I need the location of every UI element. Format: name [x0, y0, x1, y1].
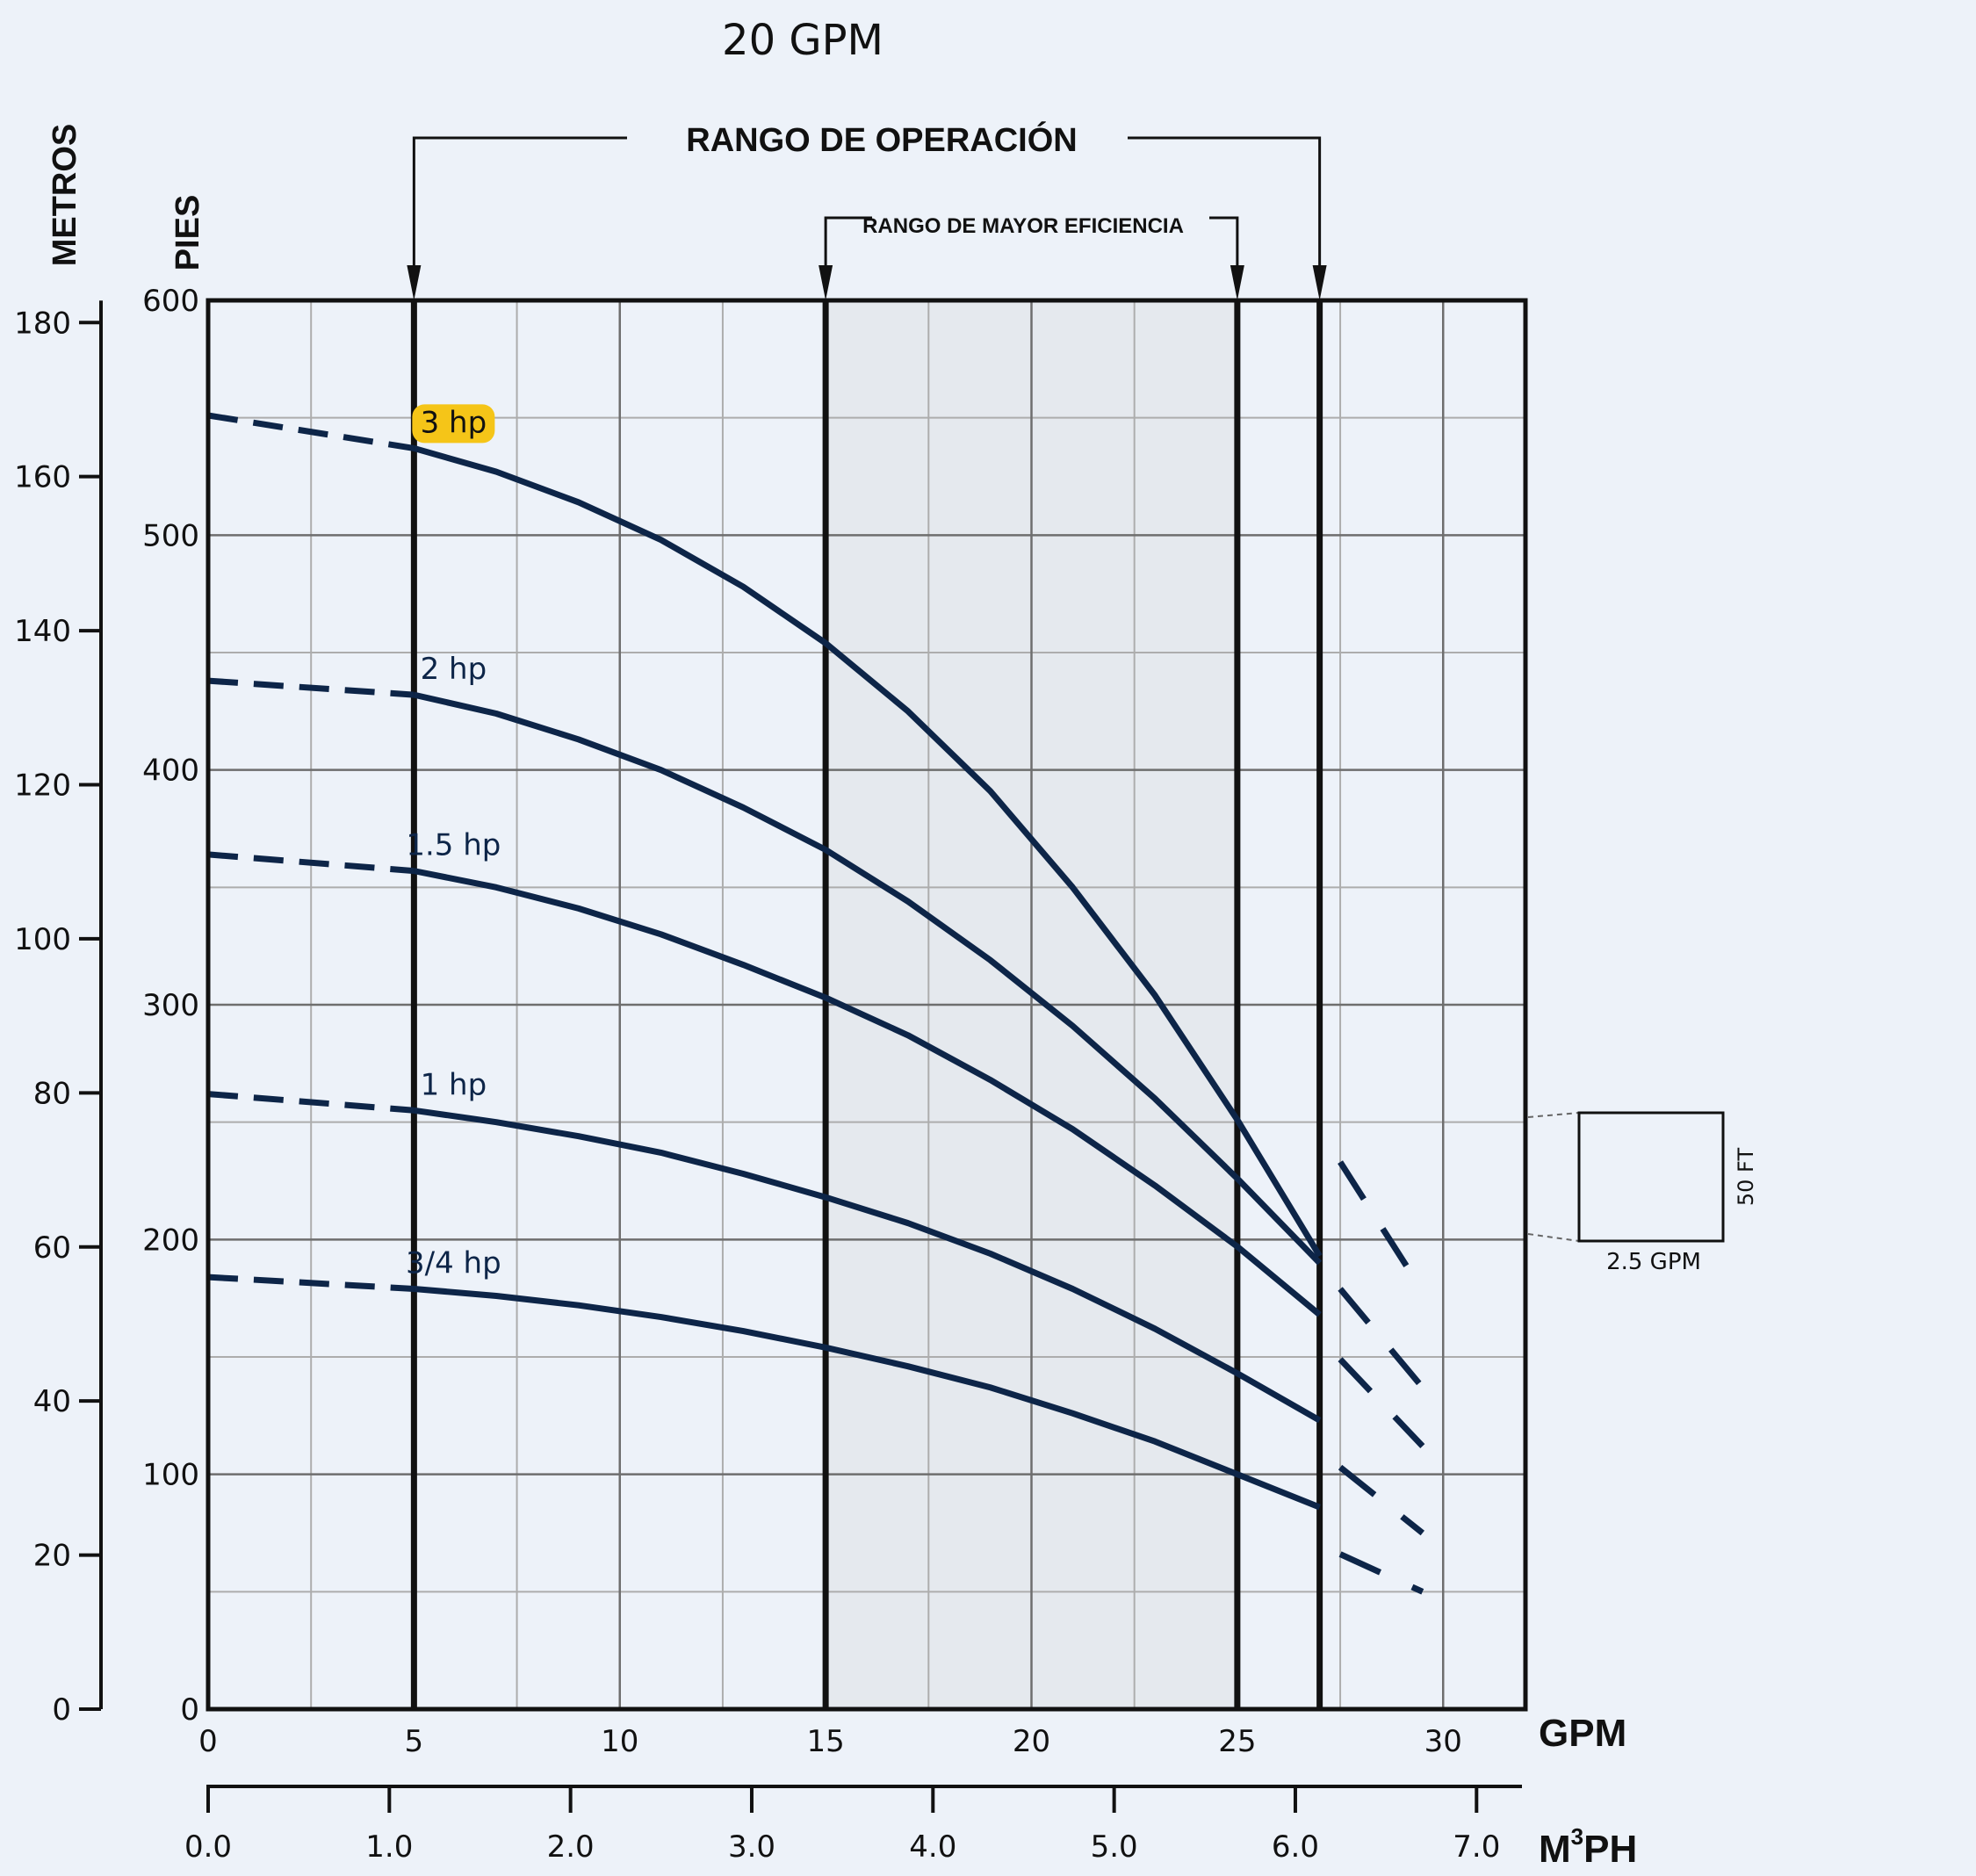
- range-arrowhead: [1230, 265, 1244, 300]
- y2-tick-label: 80: [33, 1076, 71, 1111]
- x2-axis-label-sup: 3: [1571, 1823, 1583, 1850]
- plot-frame: [206, 298, 1528, 1712]
- x-tick-label: 0: [198, 1724, 218, 1759]
- operating-range-label: RANGO DE OPERACIÓN: [686, 120, 1077, 159]
- operating-range-bracket-right: [1128, 136, 1322, 265]
- y2-tick-label: 20: [33, 1539, 71, 1574]
- curve-solid: [413, 691, 1323, 1266]
- range-arrowhead: [819, 265, 833, 300]
- x2-tick-label: 3.0: [728, 1829, 775, 1865]
- chart-title: 20 GPM: [722, 16, 883, 65]
- x-tick-label: 10: [601, 1724, 638, 1759]
- curve-dashed-end: [1338, 1287, 1425, 1389]
- x2-tick-label: 2.0: [547, 1829, 595, 1865]
- curve-label: 3/4 hp: [406, 1245, 501, 1281]
- range-arrowhead: [407, 265, 422, 300]
- x2-tick-label: 5.0: [1091, 1829, 1138, 1865]
- range-arrowhead: [1312, 265, 1327, 300]
- y-axis-label: PIES: [169, 195, 206, 271]
- curve-dashed-end: [1338, 1464, 1424, 1536]
- x-tick-label: 25: [1218, 1724, 1256, 1759]
- y2-tick-label: 0: [52, 1692, 71, 1728]
- x-axis-ticks: 0 5 10 15 20 25 30: [198, 1724, 1462, 1759]
- x2-axis-label-tail: PH: [1583, 1828, 1637, 1871]
- y2-tick-label: 40: [33, 1384, 71, 1419]
- scale-box-height-label: 50 FT: [1734, 1148, 1758, 1207]
- efficiency-range-bracket-left: [824, 216, 872, 265]
- y-tick-label: 0: [180, 1692, 199, 1728]
- y-tick-label: 500: [142, 518, 199, 553]
- y2-axis: 0 20 40 60 80 100 120 140 160 180: [14, 300, 103, 1728]
- y-tick-label: 300: [142, 988, 199, 1023]
- y2-tick-label: 60: [33, 1230, 71, 1266]
- y-tick-label: 100: [142, 1458, 199, 1493]
- curve-label: 1.5 hp: [406, 828, 501, 863]
- x-tick-label: 15: [806, 1724, 844, 1759]
- y2-tick-label: 180: [14, 306, 71, 341]
- efficiency-range-bracket-right: [1209, 216, 1239, 265]
- curve-dashed-start: [207, 1091, 415, 1114]
- scale-box-rect: [1577, 1111, 1725, 1243]
- curve-solid: [414, 1285, 1321, 1511]
- curve-label-highlight: [412, 404, 495, 444]
- curve-dashed-end: [1338, 1160, 1425, 1294]
- x2-tick-label: 6.0: [1272, 1829, 1319, 1865]
- x2-tick-label: 1.0: [365, 1829, 413, 1865]
- curve-label: 2 hp: [421, 652, 487, 687]
- curve-solid: [413, 868, 1322, 1317]
- y-tick-label: 200: [142, 1223, 199, 1258]
- scale-box-leader-bottom: [1527, 1233, 1580, 1242]
- x-tick-label: 30: [1424, 1724, 1462, 1759]
- scale-box-width-label: 2.5 GPM: [1606, 1249, 1701, 1275]
- y-tick-label: 400: [142, 754, 199, 789]
- x-axis-label: GPM: [1539, 1712, 1626, 1755]
- curves: 3 hp 2 hp 1.5 hp 1 hp 3/4 hp: [207, 404, 1425, 1595]
- curve-solid: [413, 445, 1323, 1258]
- curve-solid: [413, 1107, 1322, 1424]
- scale-box: 50 FT 2.5 GPM: [1527, 1111, 1758, 1275]
- curve-dashed-start: [207, 412, 415, 451]
- y2-tick-label: 100: [14, 922, 71, 957]
- efficiency-range-label: RANGO DE MAYOR EFICIENCIA: [862, 214, 1184, 238]
- curve-dashed-end: [1338, 1357, 1425, 1448]
- y2-tick-label: 140: [14, 614, 71, 649]
- y2-tick-label: 160: [14, 460, 71, 495]
- y-axis-ticks: 0 100 200 300 400 500 600: [142, 284, 199, 1728]
- curve-label: 3 hp: [421, 405, 487, 440]
- operating-range-bracket-left: [412, 136, 627, 265]
- x2-axis: 0.0 1.0 2.0 3.0 4.0 5.0 6.0 7.0: [184, 1785, 1522, 1865]
- scale-box-leader-top: [1527, 1112, 1580, 1118]
- x-tick-label: 5: [405, 1724, 424, 1759]
- y2-tick-label: 120: [14, 768, 71, 804]
- curve-dashed-start: [207, 677, 415, 698]
- curve-dashed-end: [1338, 1551, 1424, 1595]
- x-tick-label: 20: [1013, 1724, 1050, 1759]
- curve-dashed-start: [207, 1274, 415, 1292]
- y2-axis-label: METROS: [47, 124, 83, 267]
- x2-tick-label: 0.0: [184, 1829, 232, 1865]
- x2-tick-label: 4.0: [909, 1829, 956, 1865]
- x2-tick-label: 7.0: [1453, 1829, 1500, 1865]
- y-tick-label: 600: [142, 284, 199, 319]
- curve-dashed-start: [207, 851, 415, 875]
- x2-axis-label: M3PH: [1539, 1823, 1637, 1871]
- x2-axis-label-base: M: [1539, 1828, 1571, 1871]
- curve-label: 1 hp: [421, 1067, 487, 1102]
